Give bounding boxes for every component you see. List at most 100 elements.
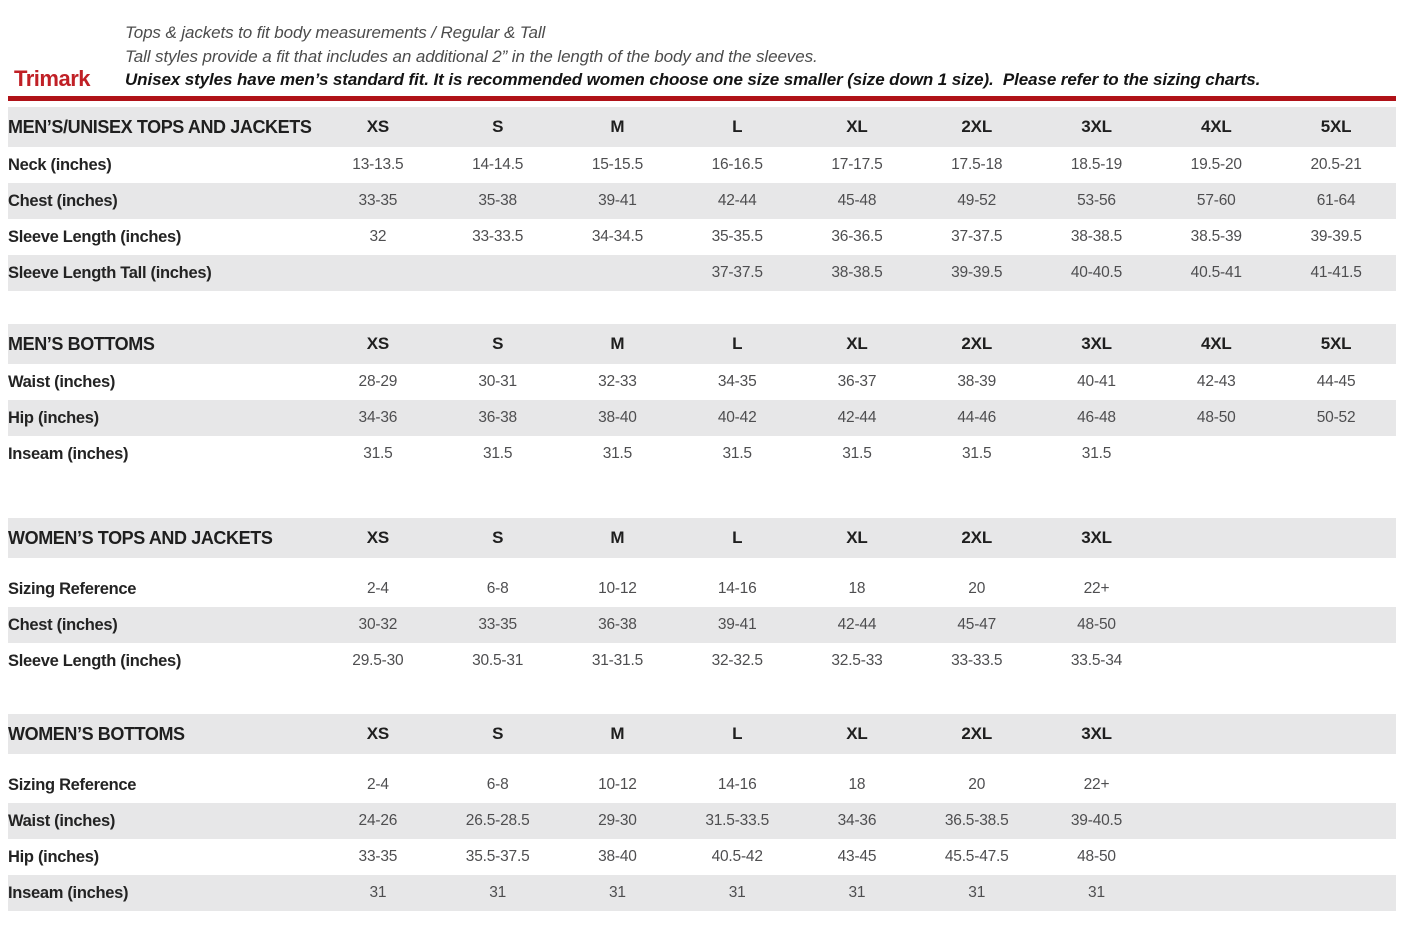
measurement-value: 42-44 — [837, 409, 877, 426]
measurement-value: 39-39.5 — [951, 264, 1003, 281]
size-column-header: M — [610, 724, 625, 743]
size-column-header: 5XL — [1320, 334, 1352, 353]
table-row: Chest (inches) 30-32 33-35 36-38 39-41 42-44 4… — [8, 607, 1396, 643]
measurement-value: 31.5-33.5 — [705, 812, 770, 829]
measurement-value: 29-30 — [598, 812, 637, 829]
size-table: WOMEN’S BOTTOMS XS S M L XL 2XL 3XL Sizing Refer… — [8, 714, 1396, 911]
size-column-header: S — [492, 334, 504, 353]
table-row: Sleeve Length (inches) 32 33-33.5 34-34.5 35… — [8, 219, 1396, 255]
measurement-value — [1276, 643, 1396, 679]
table-header-row: MEN’S BOTTOMS XS S M L XL 2XL 3XL 4XL 5XL — [8, 324, 1396, 364]
measurement-value: 48-50 — [1077, 848, 1116, 865]
measurement-value: 48-50 — [1077, 616, 1116, 633]
measurement-value: 31.5 — [842, 445, 872, 462]
table-row: Inseam (inches) 31.5 31.5 31.5 31.5 31.5 31.5 3… — [8, 436, 1396, 472]
measurement-value: 53-56 — [1077, 192, 1116, 209]
measurement-value: 26.5-28.5 — [465, 812, 530, 829]
size-column-header: 4XL — [1200, 334, 1232, 353]
size-column-header: XL — [846, 334, 868, 353]
measurement-value: 40-42 — [717, 409, 757, 426]
row-label: Sleeve Length (inches) — [8, 227, 182, 246]
measurement-value: 39-40.5 — [1070, 812, 1123, 829]
measurement-value: 33-33.5 — [472, 228, 524, 245]
table-title: WOMEN’S TOPS AND JACKETS — [8, 527, 273, 548]
size-column-header: 2XL — [961, 724, 992, 743]
measurement-value: 35-35.5 — [711, 228, 763, 245]
size-column-header: 3XL — [1081, 724, 1112, 743]
measurement-value — [1156, 767, 1276, 803]
measurement-value — [1276, 571, 1396, 607]
measurement-value: 24-26 — [358, 812, 398, 829]
measurement-value: 20 — [968, 580, 986, 597]
measurement-value: 31 — [369, 884, 387, 901]
measurement-value: 45.5-47.5 — [944, 848, 1009, 865]
measurement-value: 40.5-42 — [711, 848, 763, 865]
measurement-value: 32.5-33 — [831, 652, 883, 669]
size-column-header: XL — [846, 528, 868, 547]
table-row: Inseam (inches) 31 31 31 31 31 31 31 — [8, 875, 1396, 911]
row-label: Waist (inches) — [8, 811, 116, 830]
red-divider-rule — [8, 96, 1396, 101]
measurement-value: 10-12 — [598, 580, 637, 597]
size-column-header — [1276, 714, 1396, 754]
measurement-value: 34-35 — [717, 373, 757, 390]
measurement-value — [318, 255, 438, 291]
row-label: Hip (inches) — [8, 408, 99, 427]
measurement-value: 32-33 — [598, 373, 637, 390]
size-column-header: XS — [366, 724, 390, 743]
measurement-value: 38-39 — [957, 373, 997, 390]
measurement-value: 31 — [728, 884, 746, 901]
measurement-value: 18.5-19 — [1070, 156, 1123, 173]
measurement-value: 35-38 — [478, 192, 517, 209]
measurement-value: 30-31 — [478, 373, 517, 390]
measurement-value: 30.5-31 — [472, 652, 524, 669]
measurement-value: 31 — [608, 884, 626, 901]
measurement-value: 17-17.5 — [831, 156, 883, 173]
measurement-value: 46-48 — [1077, 409, 1116, 426]
measurement-value: 31 — [489, 884, 507, 901]
measurement-value: 31.5 — [363, 445, 393, 462]
measurement-value — [1156, 643, 1276, 679]
measurement-value: 18 — [848, 776, 866, 793]
size-column-header: XS — [366, 334, 390, 353]
size-column-header: XS — [366, 117, 390, 136]
measurement-value: 49-52 — [957, 192, 997, 209]
measurement-value: 14-14.5 — [472, 156, 524, 173]
measurement-value: 32 — [369, 228, 387, 245]
measurement-value: 39-41 — [598, 192, 637, 209]
row-label: Inseam (inches) — [8, 444, 129, 463]
size-column-header: L — [732, 528, 743, 547]
size-column-header: M — [610, 117, 625, 136]
size-column-header: XL — [846, 724, 868, 743]
header-notes: Tops & jackets to fit body measurements … — [125, 21, 1260, 92]
measurement-value: 35.5-37.5 — [465, 848, 530, 865]
measurement-value: 15-15.5 — [591, 156, 643, 173]
measurement-value: 42-44 — [837, 616, 877, 633]
size-column-header: 5XL — [1320, 117, 1352, 136]
measurement-value: 44-45 — [1316, 373, 1356, 390]
measurement-value: 41-41.5 — [1310, 264, 1362, 281]
measurement-value: 31.5 — [722, 445, 752, 462]
measurement-value — [1156, 803, 1276, 839]
table-row: Hip (inches) 33-35 35.5-37.5 38-40 40.5-42 43… — [8, 839, 1396, 875]
measurement-value — [438, 255, 558, 291]
table-row: Hip (inches) 34-36 36-38 38-40 40-42 42-44 44-… — [8, 400, 1396, 436]
size-column-header: XS — [366, 528, 390, 547]
measurement-value: 30-32 — [358, 616, 398, 633]
measurement-value: 36-37 — [837, 373, 877, 390]
row-label: Sleeve Length (inches) — [8, 651, 182, 670]
header-spacer-row — [8, 754, 1396, 767]
measurement-value: 37-37.5 — [711, 264, 763, 281]
measurement-value: 6-8 — [486, 776, 509, 793]
table-header-row: WOMEN’S TOPS AND JACKETS XS S M L XL 2XL 3XL — [8, 518, 1396, 558]
measurement-value: 20 — [968, 776, 986, 793]
measurement-value: 38.5-39 — [1190, 228, 1242, 245]
table-title: MEN’S BOTTOMS — [8, 333, 155, 354]
measurement-value: 33.5-34 — [1070, 652, 1123, 669]
size-column-header: M — [610, 528, 625, 547]
size-column-header: S — [492, 117, 504, 136]
row-label: Inseam (inches) — [8, 883, 129, 902]
note-line-3: Unisex styles have men’s standard fit. I… — [125, 70, 1261, 89]
measurement-value — [1156, 607, 1276, 643]
size-column-header: 2XL — [961, 334, 992, 353]
